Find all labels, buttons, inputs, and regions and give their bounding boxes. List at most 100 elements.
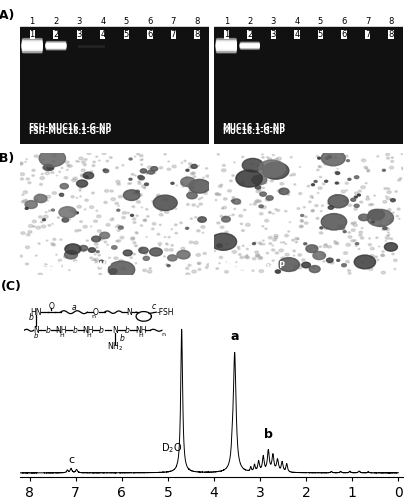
Circle shape: [279, 249, 283, 252]
Circle shape: [222, 216, 230, 222]
Circle shape: [150, 248, 162, 256]
Circle shape: [270, 180, 274, 182]
Circle shape: [263, 244, 265, 245]
Circle shape: [322, 150, 345, 166]
Circle shape: [164, 248, 168, 251]
FancyBboxPatch shape: [240, 42, 259, 49]
Circle shape: [330, 262, 334, 264]
Circle shape: [354, 204, 359, 208]
Text: 1: 1: [223, 16, 229, 26]
Circle shape: [396, 216, 398, 217]
Circle shape: [287, 191, 290, 194]
Circle shape: [316, 218, 319, 220]
Circle shape: [117, 225, 120, 227]
Circle shape: [242, 158, 263, 172]
Circle shape: [140, 250, 142, 251]
Circle shape: [341, 264, 346, 266]
Circle shape: [304, 244, 306, 245]
Circle shape: [185, 176, 188, 178]
Circle shape: [217, 222, 220, 224]
Circle shape: [175, 208, 177, 210]
Circle shape: [358, 190, 361, 192]
Circle shape: [359, 217, 363, 220]
Circle shape: [168, 161, 169, 162]
Circle shape: [50, 268, 51, 270]
Circle shape: [238, 248, 240, 250]
Circle shape: [123, 212, 127, 214]
Circle shape: [280, 242, 282, 243]
Circle shape: [218, 194, 221, 196]
Circle shape: [259, 270, 264, 272]
Circle shape: [96, 250, 99, 252]
Circle shape: [44, 201, 45, 202]
Text: 8: 8: [388, 30, 394, 39]
FancyBboxPatch shape: [47, 43, 66, 49]
FancyBboxPatch shape: [241, 42, 259, 50]
Circle shape: [189, 180, 210, 193]
Circle shape: [354, 255, 376, 269]
Circle shape: [153, 195, 177, 210]
Circle shape: [135, 262, 137, 264]
Circle shape: [219, 185, 222, 188]
Circle shape: [36, 226, 40, 229]
Circle shape: [86, 240, 88, 242]
Circle shape: [322, 205, 324, 206]
Circle shape: [164, 154, 166, 155]
Circle shape: [82, 250, 85, 252]
Circle shape: [314, 180, 317, 182]
Circle shape: [341, 190, 346, 193]
Circle shape: [84, 209, 86, 210]
Circle shape: [334, 242, 338, 244]
Circle shape: [259, 160, 285, 177]
Circle shape: [319, 176, 322, 178]
Circle shape: [273, 238, 277, 241]
Circle shape: [156, 194, 160, 197]
Circle shape: [146, 208, 148, 210]
Text: FSH-MUC16.1-G-NP: FSH-MUC16.1-G-NP: [28, 261, 111, 270]
Circle shape: [85, 199, 88, 202]
Circle shape: [300, 220, 303, 222]
Circle shape: [360, 237, 364, 239]
Circle shape: [44, 164, 53, 170]
Circle shape: [102, 261, 107, 264]
Circle shape: [379, 220, 381, 222]
FancyBboxPatch shape: [23, 40, 42, 51]
Circle shape: [21, 232, 25, 234]
Circle shape: [98, 267, 101, 269]
Circle shape: [402, 167, 404, 168]
Circle shape: [139, 176, 144, 180]
Text: 1: 1: [29, 16, 35, 26]
Circle shape: [181, 248, 185, 250]
Circle shape: [116, 180, 120, 183]
Circle shape: [390, 238, 393, 240]
Circle shape: [176, 185, 177, 186]
Circle shape: [324, 228, 327, 230]
Text: 6: 6: [341, 30, 347, 39]
Text: 1: 1: [223, 30, 229, 39]
Circle shape: [79, 246, 88, 251]
Circle shape: [338, 225, 345, 230]
Circle shape: [149, 268, 151, 269]
Circle shape: [143, 269, 147, 272]
Circle shape: [39, 150, 66, 167]
Circle shape: [298, 264, 301, 266]
Circle shape: [361, 159, 366, 162]
Circle shape: [268, 168, 270, 170]
Text: 6: 6: [147, 16, 153, 26]
Circle shape: [51, 172, 54, 173]
Circle shape: [117, 209, 120, 211]
Circle shape: [123, 250, 132, 256]
Circle shape: [71, 196, 74, 198]
Circle shape: [348, 178, 351, 180]
Circle shape: [288, 231, 290, 232]
Circle shape: [301, 214, 304, 216]
Circle shape: [389, 219, 393, 222]
Circle shape: [159, 214, 163, 216]
Circle shape: [43, 159, 44, 160]
Circle shape: [381, 254, 385, 256]
Circle shape: [385, 236, 389, 240]
Circle shape: [234, 267, 237, 268]
Circle shape: [61, 265, 63, 266]
Circle shape: [114, 257, 118, 260]
Circle shape: [192, 172, 195, 174]
